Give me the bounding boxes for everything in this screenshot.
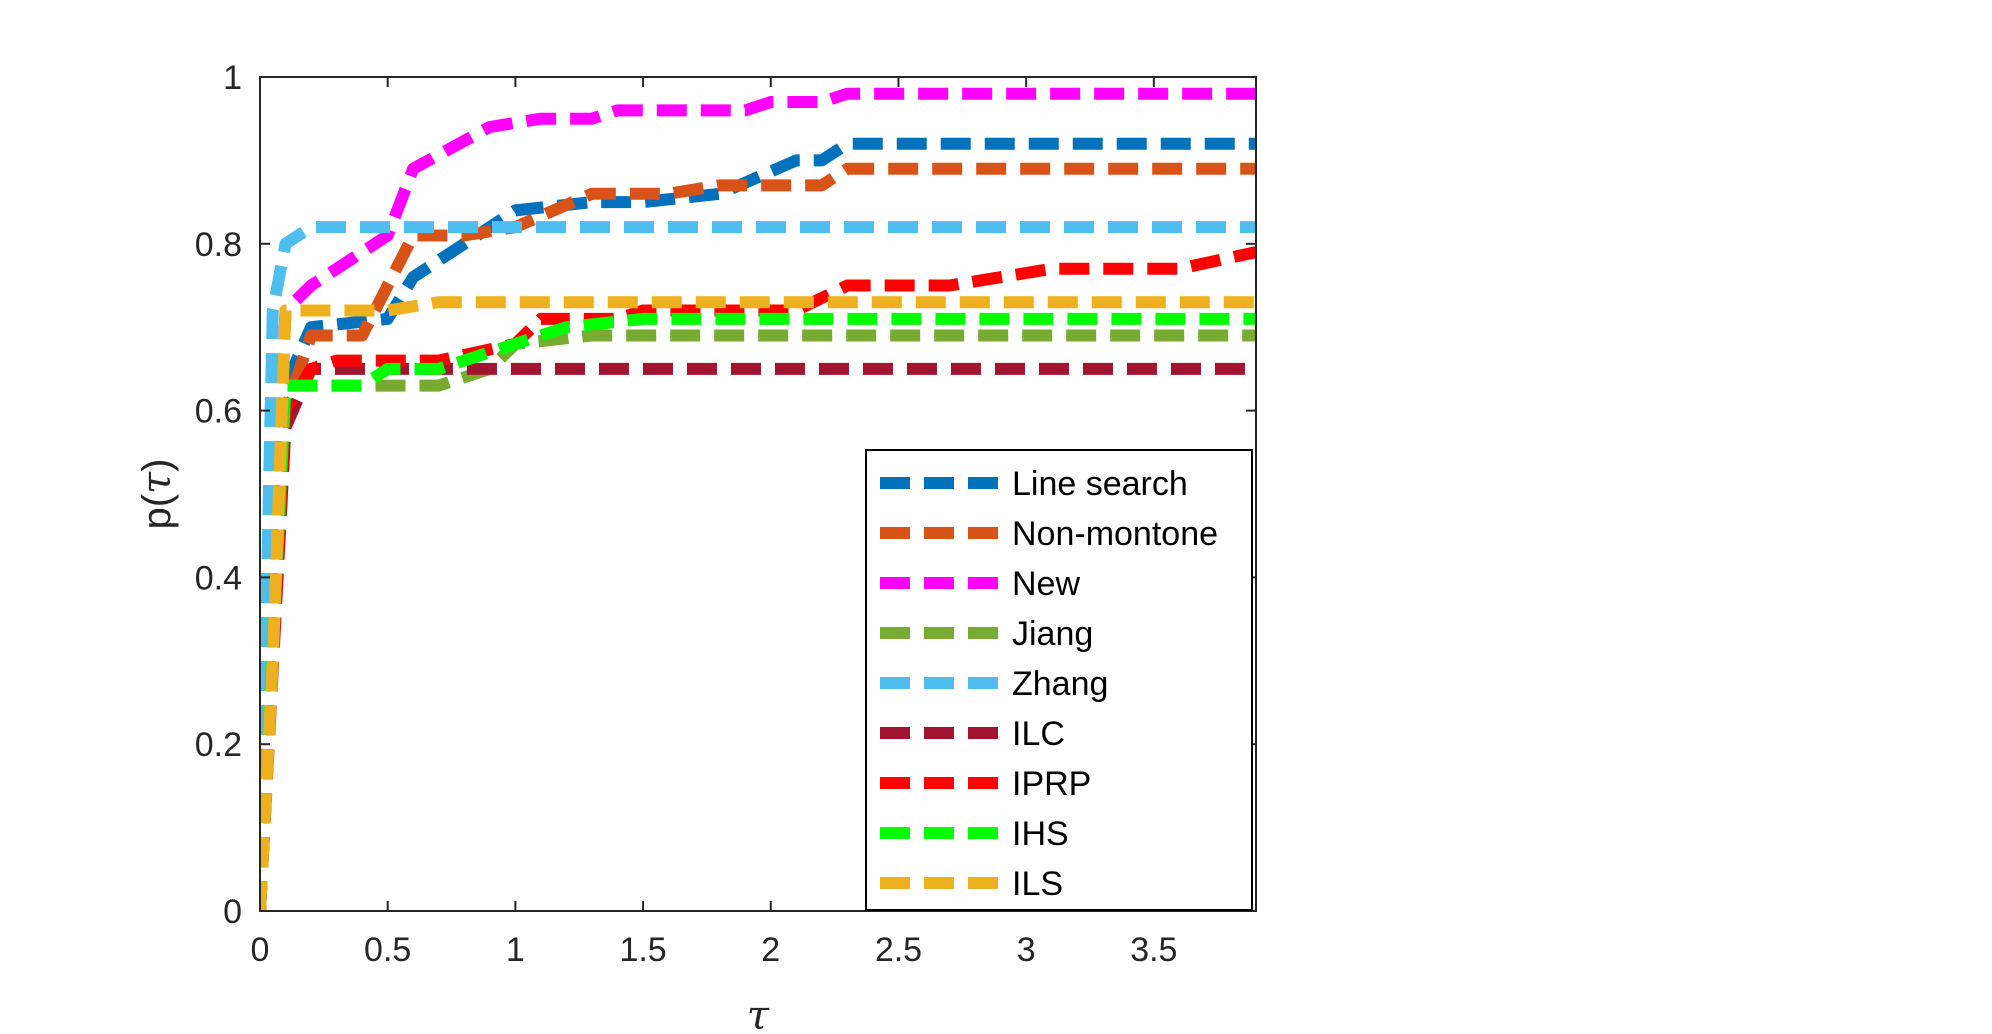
x-tick-label: 1.5 — [619, 931, 666, 969]
y-tick-label: 1 — [223, 59, 242, 97]
legend-label-1: Non-montone — [1012, 515, 1218, 553]
series-line-4 — [260, 221, 1256, 912]
y-axis-label-suffix: ) — [135, 458, 179, 471]
y-tick-label: 0.6 — [195, 393, 242, 431]
series-line-8 — [260, 296, 1256, 912]
x-tick-label: 3 — [1017, 931, 1036, 969]
legend-label-6: IPRP — [1012, 765, 1091, 803]
legend-label-7: IHS — [1012, 815, 1069, 853]
x-tick-label: 3.5 — [1130, 931, 1177, 969]
x-tick-label: 0 — [251, 931, 270, 969]
legend: Line search Non-montone New Jiang Zhang ILC IP… — [865, 449, 1253, 911]
y-tick-label: 0.8 — [195, 226, 242, 264]
y-tick-label: 0.4 — [195, 559, 242, 597]
legend-label-8: ILS — [1012, 865, 1063, 903]
series-line-2 — [260, 87, 1256, 912]
axes-box — [259, 76, 1257, 912]
y-tick-label: 0.2 — [195, 726, 242, 764]
x-tick-label: 0.5 — [364, 931, 411, 969]
x-tick-label: 2 — [761, 931, 780, 969]
legend-label-3: Jiang — [1012, 615, 1093, 653]
legend-label-0: Line search — [1012, 465, 1188, 503]
series-line-7 — [260, 312, 1256, 912]
x-tick-label: 1 — [506, 931, 525, 969]
series-line-0 — [260, 137, 1256, 912]
legend-label-2: New — [1012, 565, 1080, 603]
legend-label-5: ILC — [1012, 715, 1065, 753]
y-axis-label-prefix: p( — [135, 493, 179, 529]
y-axis-label: p(τ) — [134, 458, 180, 529]
y-axis-label-symbol: τ — [134, 471, 180, 494]
legend-label-4: Zhang — [1012, 665, 1108, 703]
y-tick-label: 0 — [223, 893, 242, 931]
series-lines — [260, 87, 1256, 912]
x-tick-label: 2.5 — [875, 931, 922, 969]
x-axis-label: τ — [747, 993, 770, 1029]
